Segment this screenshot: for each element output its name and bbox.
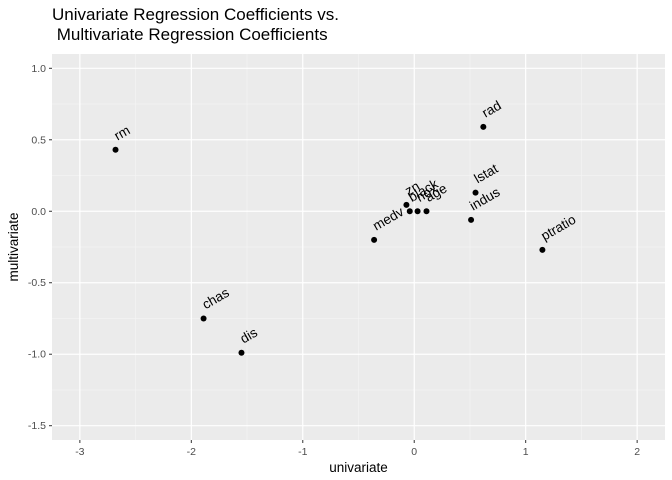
point-dis <box>238 349 245 356</box>
x-tick-label: 2 <box>634 446 640 458</box>
point-rad <box>480 123 487 130</box>
point-medv <box>371 236 378 243</box>
y-tick-label: 0.0 <box>31 206 46 218</box>
y-tick-label: 1.0 <box>31 63 46 75</box>
x-tick-label: 1 <box>523 446 529 458</box>
minor-gridlines <box>52 54 665 440</box>
x-tick-label: -1 <box>298 446 307 458</box>
y-axis-label: multivariate <box>6 212 21 281</box>
point-age <box>423 208 430 215</box>
y-axis-ticks: 1.0 0.5 0.0 -0.5 -1.0 -1.5 <box>28 63 52 432</box>
point-label-zn: zn <box>402 178 422 198</box>
x-axis-label: univariate <box>329 460 388 475</box>
chart-title: Univariate Regression Coefficients vs. M… <box>52 5 339 44</box>
point-chas <box>200 315 207 322</box>
y-tick-label: 0.5 <box>31 134 46 146</box>
point-label-rm: rm <box>112 123 133 144</box>
x-axis-ticks: -3 -2 -1 0 1 2 <box>75 440 640 458</box>
y-tick-label: -0.5 <box>28 277 46 289</box>
point-ptratio <box>539 246 546 253</box>
data-points <box>112 123 546 356</box>
x-tick-label: 0 <box>411 446 417 458</box>
point-indus <box>468 216 475 223</box>
x-tick-label: -2 <box>187 446 196 458</box>
x-tick-label: -3 <box>75 446 84 458</box>
major-gridlines <box>52 54 665 440</box>
point-zn <box>403 201 410 208</box>
point-rm <box>112 146 119 153</box>
y-tick-label: -1.0 <box>28 349 46 361</box>
point-lstat <box>472 189 479 196</box>
y-tick-label: -1.5 <box>28 420 46 432</box>
point-nox <box>414 208 421 215</box>
point-black <box>406 208 413 215</box>
